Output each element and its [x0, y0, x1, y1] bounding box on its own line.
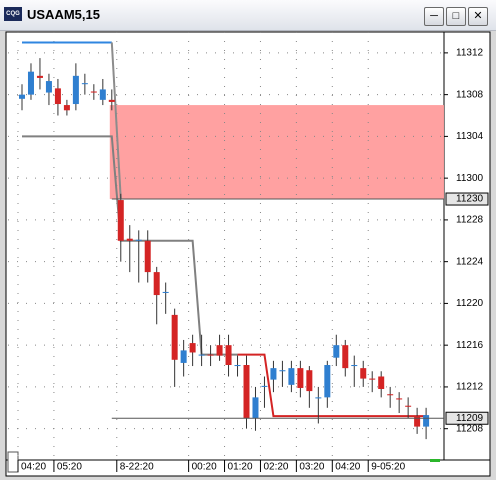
candle-body [405, 405, 412, 407]
candle-body [189, 343, 196, 353]
candle-body [108, 99, 115, 102]
candle-body [45, 81, 52, 93]
candle-body [378, 376, 385, 390]
price-tag [445, 411, 489, 425]
candle-body [243, 365, 250, 419]
y-tick-label: 11304 [456, 131, 484, 142]
x-tick-label: 02:20 [263, 462, 288, 473]
candle-body [90, 91, 97, 93]
candle-body [288, 368, 295, 385]
candle-body [117, 200, 124, 241]
candle-body [162, 291, 169, 293]
candle-body [279, 370, 286, 372]
candle-body [126, 238, 133, 241]
candle-body [333, 345, 340, 358]
y-tick-label: 11308 [456, 89, 484, 100]
candle-body [423, 415, 430, 427]
window-title: USAAM5,15 [27, 7, 100, 22]
y-tick-label: 11216 [456, 340, 484, 351]
candle-body [360, 368, 367, 379]
candle-body [36, 75, 43, 78]
indicator-line [237, 353, 427, 418]
x-tick-label: 04:20 [21, 462, 46, 473]
candle-body [198, 354, 205, 356]
candle-body [369, 378, 376, 380]
price-tag-label: 11230 [456, 194, 484, 205]
candle-body [342, 345, 349, 369]
app-icon: CQG [4, 7, 22, 21]
candle-body [306, 370, 313, 392]
candle-body [207, 354, 214, 356]
candle-body [261, 385, 268, 387]
candle-body [135, 239, 142, 241]
candle-body [99, 89, 106, 100]
indicator-line [110, 42, 122, 200]
candle-body [144, 240, 151, 273]
candle-body [63, 105, 70, 111]
candle-body [81, 83, 88, 85]
x-tick-label: 8-22:20 [120, 462, 154, 473]
zone [109, 105, 445, 200]
y-tick-label: 11212 [456, 382, 484, 393]
y-tick-label: 11208 [456, 423, 484, 434]
candle-body [216, 345, 223, 356]
minimize-button[interactable]: ─ [424, 7, 444, 26]
x-tick-label: 01:20 [228, 462, 253, 473]
candle-body [324, 365, 331, 398]
x-tick-label: 05:20 [57, 462, 82, 473]
y-tick-label: 11312 [456, 48, 484, 59]
y-tick-label: 11220 [456, 298, 484, 309]
y-tick-label: 11228 [456, 215, 484, 226]
candle-body [252, 397, 259, 419]
candle-body [387, 394, 394, 396]
candle-body [72, 75, 79, 105]
candle-body [315, 397, 322, 399]
candle-body [54, 88, 61, 105]
x-tick-label: 00:20 [192, 462, 217, 473]
candle-body [19, 94, 25, 99]
candle-body [396, 398, 403, 400]
scroll-handle[interactable] [7, 451, 19, 473]
candle-body [153, 272, 160, 296]
x-tick-label: 04:20 [335, 462, 360, 473]
candle-body [234, 365, 241, 367]
candle-body [27, 71, 34, 95]
x-tick-label: 03:20 [299, 462, 324, 473]
y-tick-label: 11224 [456, 256, 484, 267]
candle-body [297, 368, 304, 388]
status-indicator [430, 459, 440, 462]
candle-body [351, 365, 358, 367]
close-button[interactable]: ✕ [468, 7, 488, 26]
y-tick-label: 11300 [456, 173, 484, 184]
candle-body [270, 368, 277, 380]
price-tag [445, 192, 489, 206]
candle-body [414, 416, 421, 427]
x-tick-label: 9-05:20 [371, 462, 405, 473]
maximize-button[interactable]: □ [446, 7, 466, 26]
candle-body [171, 314, 178, 360]
candle-body [225, 345, 232, 366]
candle-body [180, 350, 187, 363]
price-tag-label: 11209 [456, 413, 484, 424]
title-bar: CQG USAAM5,15 ─ □ ✕ [0, 0, 496, 31]
